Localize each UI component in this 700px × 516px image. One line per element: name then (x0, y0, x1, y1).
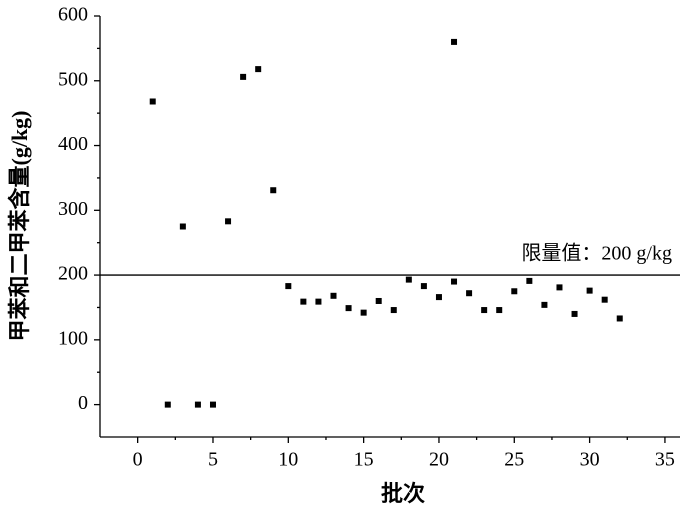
y-tick-label: 0 (78, 392, 88, 414)
point (360, 309, 367, 316)
x-tick-label: 35 (655, 449, 675, 471)
x-tick-label: 30 (580, 449, 600, 471)
point (315, 298, 322, 305)
x-tick-label: 15 (354, 449, 374, 471)
point (300, 298, 307, 305)
x-tick-label: 5 (208, 449, 218, 471)
point (511, 288, 518, 295)
point (481, 307, 488, 314)
x-tick-label: 20 (429, 449, 449, 471)
point (435, 294, 442, 301)
x-tick-label: 0 (133, 449, 143, 471)
point (451, 38, 458, 45)
point (571, 310, 578, 317)
x-tick-label: 25 (504, 449, 524, 471)
y-tick-label: 300 (58, 198, 88, 220)
point (405, 276, 412, 283)
point (496, 307, 503, 314)
y-axis-label: 甲苯和二甲苯含量(g/kg) (7, 110, 32, 341)
point (466, 290, 473, 297)
y-tick-label: 200 (58, 263, 88, 285)
point (420, 283, 427, 290)
point (390, 307, 397, 314)
point (179, 223, 186, 230)
point (240, 73, 247, 80)
point (586, 287, 593, 294)
point (330, 292, 337, 299)
point (209, 401, 216, 408)
point (285, 283, 292, 290)
point (270, 187, 277, 194)
point (255, 66, 262, 73)
point (194, 401, 201, 408)
point (526, 277, 533, 284)
point (616, 315, 623, 322)
point (225, 218, 232, 225)
point (164, 401, 171, 408)
y-tick-label: 100 (58, 327, 88, 349)
point (375, 297, 382, 304)
x-tick-label: 10 (278, 449, 298, 471)
y-tick-label: 500 (58, 68, 88, 90)
x-axis-label: 批次 (381, 481, 425, 506)
point (601, 296, 608, 303)
point (541, 301, 548, 308)
point (556, 284, 563, 291)
point (345, 305, 352, 312)
y-tick-label: 600 (58, 4, 88, 26)
point (149, 98, 156, 105)
point (451, 278, 458, 285)
limit-label: 限量值：200 g/kg (521, 242, 672, 265)
y-tick-label: 400 (58, 133, 88, 155)
